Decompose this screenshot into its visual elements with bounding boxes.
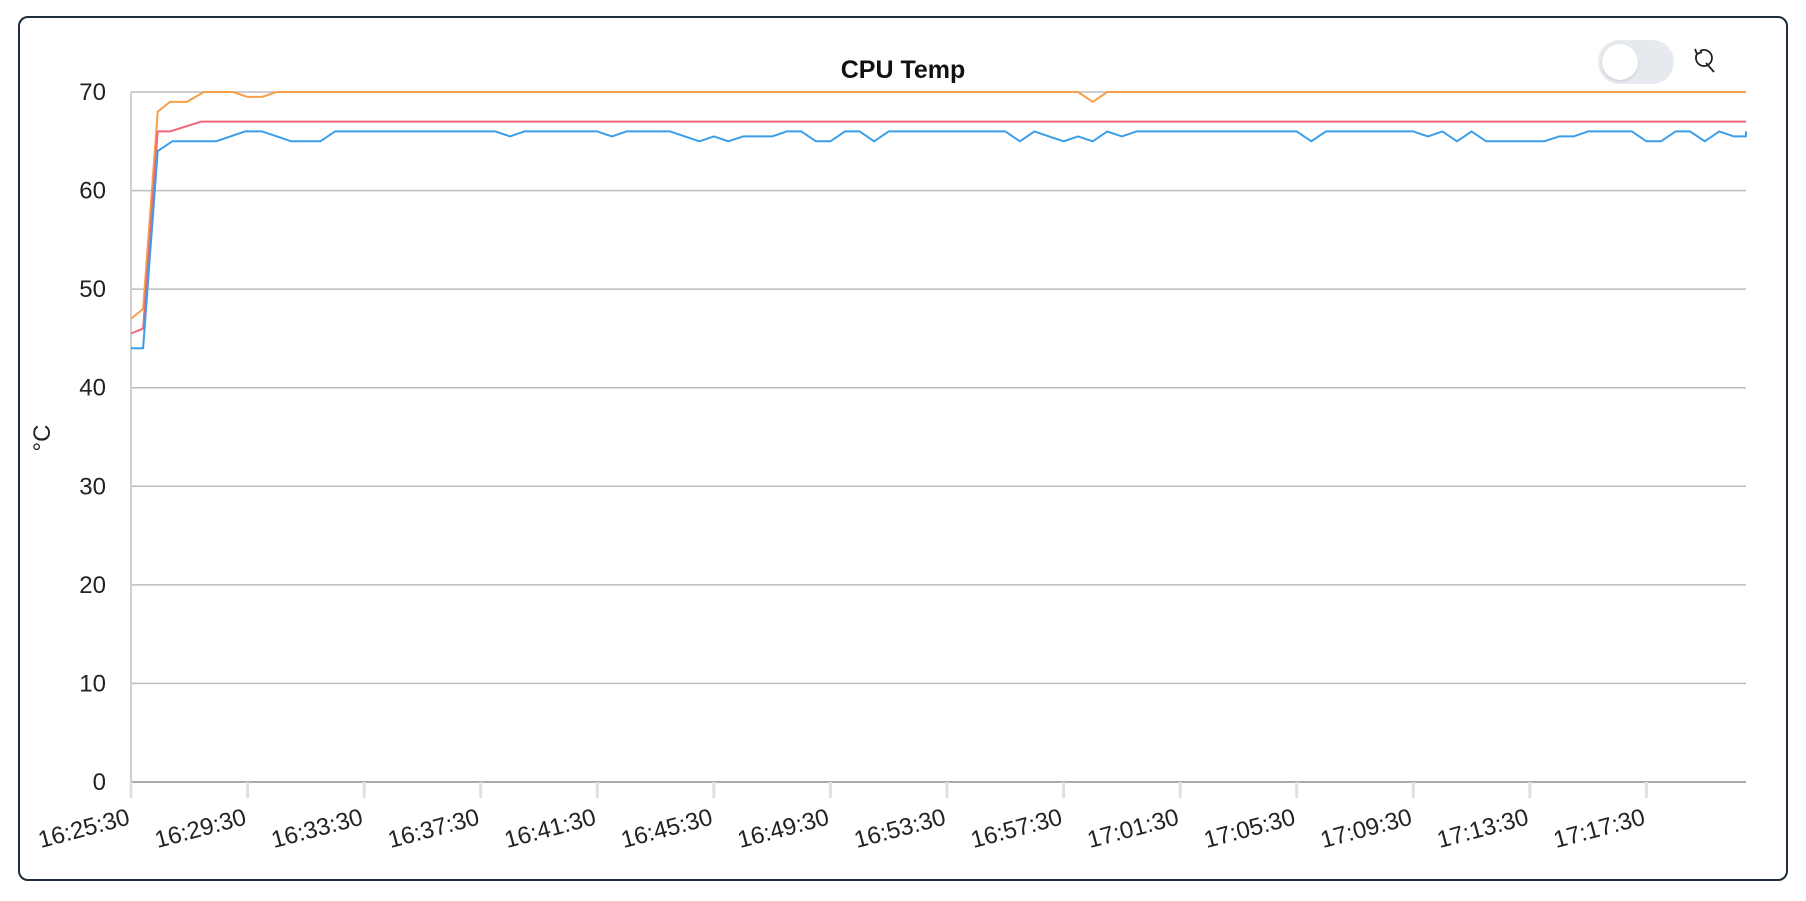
series-line-1 bbox=[130, 91, 1746, 320]
y-tick-label: 50 bbox=[79, 276, 106, 303]
x-tick-label: 16:29:30 bbox=[152, 804, 249, 854]
chart-card: CPU Temp bbox=[18, 16, 1788, 881]
toggle-knob bbox=[1602, 44, 1638, 80]
toggle-switch[interactable] bbox=[1598, 40, 1674, 84]
chart-title: CPU Temp bbox=[840, 56, 966, 84]
y-axis-ticks: 0 10 20 30 40 50 60 70 bbox=[79, 79, 106, 796]
x-tick-label: 17:17:30 bbox=[1551, 804, 1648, 854]
y-tick-label: 30 bbox=[79, 473, 106, 500]
x-axis-ticks: 16:25:30 16:29:30 16:33:30 16:37:30 16:41:30… bbox=[35, 782, 1648, 854]
y-tick-label: 40 bbox=[79, 375, 106, 402]
x-tick-label: 17:01:30 bbox=[1084, 804, 1181, 854]
grid-lines bbox=[130, 91, 1746, 798]
x-tick-label: 16:49:30 bbox=[735, 804, 832, 854]
y-tick-label: 10 bbox=[79, 670, 106, 697]
x-tick-label: 17:05:30 bbox=[1201, 804, 1298, 854]
y-tick-label: 70 bbox=[79, 79, 106, 106]
x-tick-label: 16:25:30 bbox=[35, 804, 132, 854]
x-tick-label: 16:33:30 bbox=[268, 804, 365, 854]
x-tick-label: 16:45:30 bbox=[618, 804, 715, 854]
series-lines bbox=[130, 91, 1747, 350]
x-tick-label: 16:37:30 bbox=[385, 804, 482, 854]
y-tick-label: 20 bbox=[79, 572, 106, 599]
x-tick-label: 17:13:30 bbox=[1434, 804, 1531, 854]
x-tick-label: 16:53:30 bbox=[851, 804, 948, 854]
series-line-3 bbox=[131, 130, 1747, 350]
x-tick-label: 17:09:30 bbox=[1318, 804, 1415, 854]
x-tick-label: 16:41:30 bbox=[502, 804, 599, 854]
y-tick-label: 60 bbox=[79, 178, 106, 205]
reset-zoom-icon[interactable] bbox=[1688, 45, 1722, 79]
x-tick-label: 16:57:30 bbox=[968, 804, 1065, 854]
series-line-2 bbox=[130, 120, 1746, 335]
y-axis-title: °C bbox=[29, 425, 56, 452]
y-tick-label: 0 bbox=[93, 769, 106, 796]
reset-zoom-glyph bbox=[1694, 48, 1715, 73]
